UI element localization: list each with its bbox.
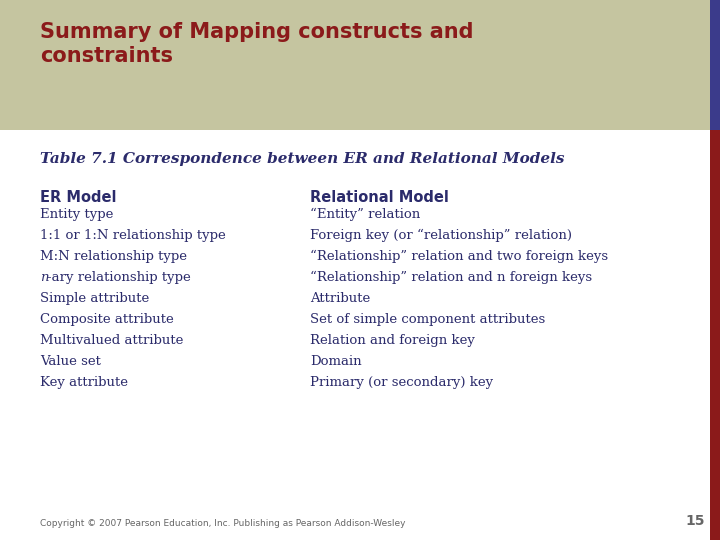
- Text: Simple attribute: Simple attribute: [40, 292, 149, 305]
- Text: Copyright © 2007 Pearson Education, Inc. Publishing as Pearson Addison-Wesley: Copyright © 2007 Pearson Education, Inc.…: [40, 519, 405, 528]
- Bar: [0, 0, 720, 130]
- Text: n: n: [40, 271, 48, 284]
- Text: Attribute: Attribute: [310, 292, 370, 305]
- Text: 1:1 or 1:N relationship type: 1:1 or 1:N relationship type: [40, 229, 226, 242]
- Text: Composite attribute: Composite attribute: [40, 313, 174, 326]
- Text: Multivalued attribute: Multivalued attribute: [40, 334, 184, 347]
- Text: Relational Model: Relational Model: [310, 190, 449, 205]
- Text: Key attribute: Key attribute: [40, 376, 128, 389]
- Text: Value set: Value set: [40, 355, 101, 368]
- Text: Relation and foreign key: Relation and foreign key: [310, 334, 475, 347]
- Bar: [710, 0, 720, 130]
- Text: Primary (or secondary) key: Primary (or secondary) key: [310, 376, 493, 389]
- Bar: [710, 130, 720, 540]
- Text: ER Model: ER Model: [40, 190, 117, 205]
- Text: “Relationship” relation and n foreign keys: “Relationship” relation and n foreign ke…: [310, 271, 592, 284]
- Text: M:N relationship type: M:N relationship type: [40, 250, 187, 263]
- Text: Entity type: Entity type: [40, 208, 113, 221]
- Text: -ary relationship type: -ary relationship type: [47, 271, 191, 284]
- Text: Summary of Mapping constructs and
constraints: Summary of Mapping constructs and constr…: [40, 22, 474, 66]
- Text: Foreign key (or “relationship” relation): Foreign key (or “relationship” relation): [310, 229, 572, 242]
- Text: Domain: Domain: [310, 355, 361, 368]
- Text: Table 7.1 Correspondence between ER and Relational Models: Table 7.1 Correspondence between ER and …: [40, 152, 564, 166]
- Text: Set of simple component attributes: Set of simple component attributes: [310, 313, 545, 326]
- Text: “Entity” relation: “Entity” relation: [310, 208, 420, 221]
- Text: “Relationship” relation and two foreign keys: “Relationship” relation and two foreign …: [310, 250, 608, 263]
- Text: 15: 15: [685, 514, 705, 528]
